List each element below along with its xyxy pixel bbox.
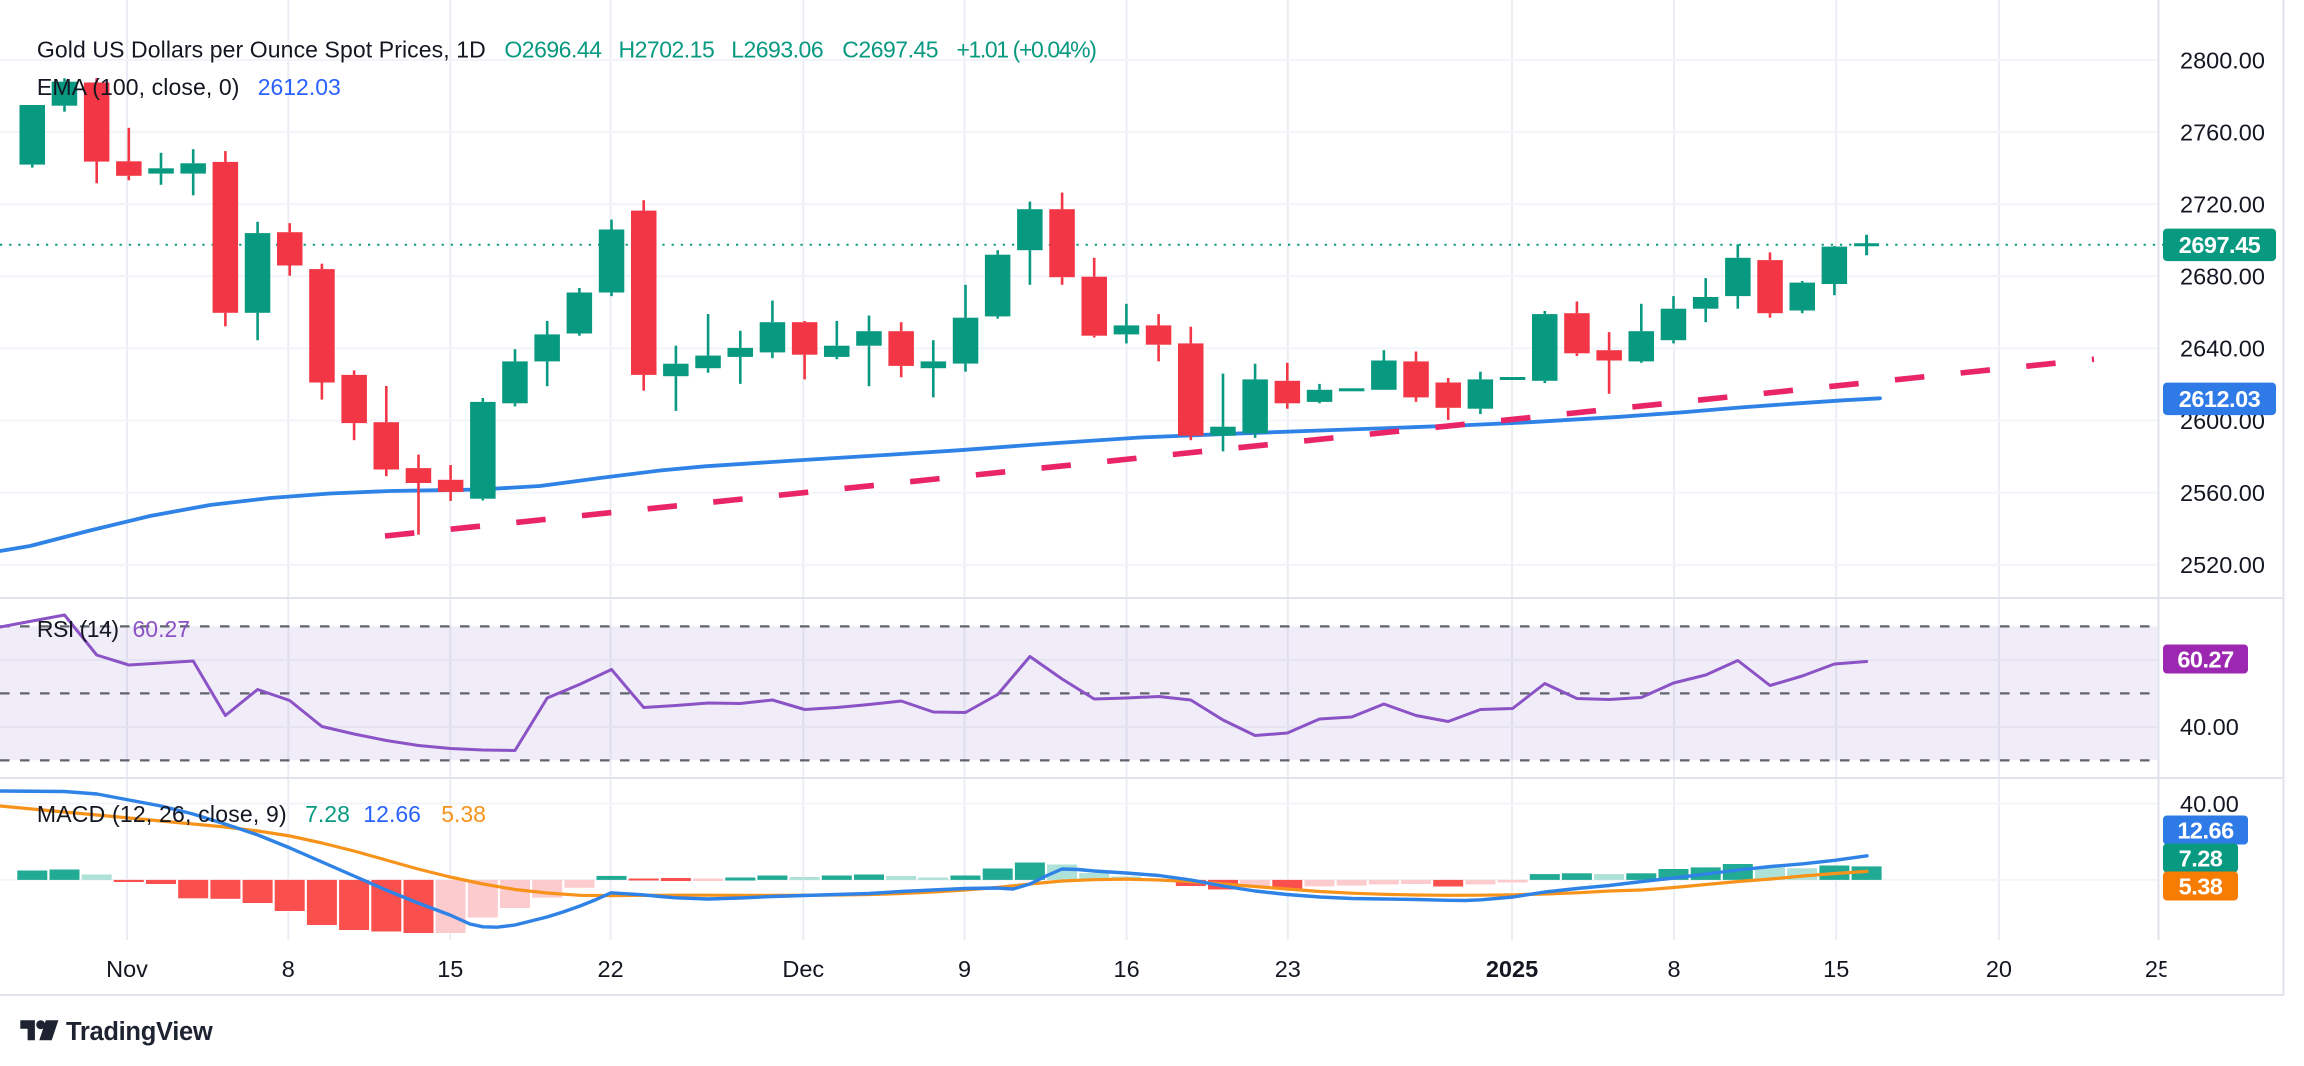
svg-text:8: 8 [1668,956,1681,982]
svg-text:2760.00: 2760.00 [2180,119,2265,145]
svg-text:Nov: Nov [106,956,148,982]
svg-text:O2696.44: O2696.44 [504,37,602,63]
svg-text:2025: 2025 [1486,956,1538,982]
svg-text:60.27: 60.27 [2177,646,2234,672]
svg-text:2612.03: 2612.03 [258,74,341,100]
svg-text:22: 22 [598,956,624,982]
svg-text:2640.00: 2640.00 [2180,336,2265,362]
svg-text:12.66: 12.66 [363,801,421,827]
svg-text:5.38: 5.38 [441,801,486,827]
svg-text:5.38: 5.38 [2179,873,2223,899]
svg-text:2680.00: 2680.00 [2180,264,2265,290]
svg-text:15: 15 [437,956,463,982]
svg-text:Gold US Dollars per Ounce Spot: Gold US Dollars per Ounce Spot Prices, 1… [37,37,486,63]
svg-text:2720.00: 2720.00 [2180,192,2265,218]
svg-text:EMA (100, close, 0): EMA (100, close, 0) [37,74,240,100]
svg-text:L2693.06: L2693.06 [731,37,823,63]
svg-text:7.28: 7.28 [305,801,350,827]
svg-text:Dec: Dec [782,956,824,982]
svg-text:8: 8 [282,956,295,982]
svg-text:2560.00: 2560.00 [2180,480,2265,506]
svg-text:12.66: 12.66 [2177,817,2234,843]
svg-text:C2697.45: C2697.45 [842,37,938,63]
svg-text:2520.00: 2520.00 [2180,552,2265,578]
svg-text:16: 16 [1114,956,1140,982]
svg-text:15: 15 [1823,956,1849,982]
svg-text:2800.00: 2800.00 [2180,47,2265,73]
svg-text:23: 23 [1275,956,1301,982]
svg-text:TradingView: TradingView [66,1018,213,1046]
svg-text:25: 25 [2145,956,2171,982]
svg-text:40.00: 40.00 [2180,714,2239,740]
svg-text:20: 20 [1986,956,2012,982]
svg-text:H2702.15: H2702.15 [619,37,715,63]
svg-text:2612.03: 2612.03 [2179,386,2261,412]
svg-text:7.28: 7.28 [2179,845,2223,871]
svg-text:2697.45: 2697.45 [2179,232,2261,258]
svg-text:60.27: 60.27 [133,616,191,642]
svg-text:+1.01 (+0.04%): +1.01 (+0.04%) [957,37,1097,63]
svg-text:MACD (12, 26, close, 9): MACD (12, 26, close, 9) [37,801,287,827]
svg-text:RSI (14): RSI (14) [37,616,119,642]
svg-text:40.00: 40.00 [2180,791,2239,817]
svg-text:9: 9 [958,956,971,982]
